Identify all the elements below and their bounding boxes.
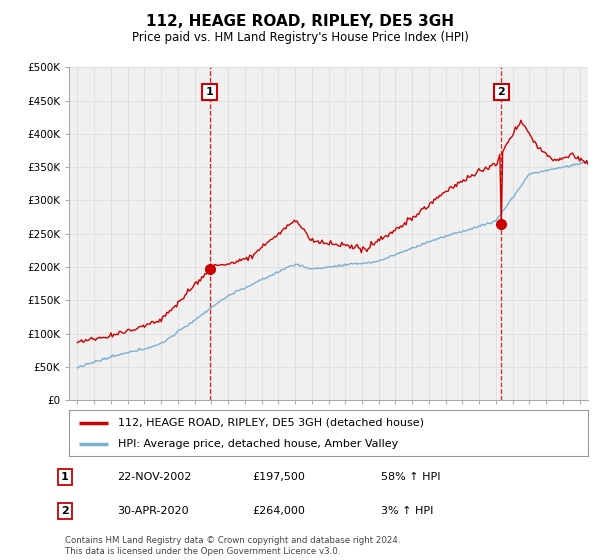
Text: Contains HM Land Registry data © Crown copyright and database right 2024.
This d: Contains HM Land Registry data © Crown c…	[65, 536, 400, 556]
Text: HPI: Average price, detached house, Amber Valley: HPI: Average price, detached house, Ambe…	[118, 439, 398, 449]
Text: 1: 1	[206, 87, 214, 97]
Text: Price paid vs. HM Land Registry's House Price Index (HPI): Price paid vs. HM Land Registry's House …	[131, 31, 469, 44]
Text: 3% ↑ HPI: 3% ↑ HPI	[381, 506, 433, 516]
Text: 1: 1	[61, 472, 68, 482]
Text: £197,500: £197,500	[252, 472, 305, 482]
Text: 2: 2	[497, 87, 505, 97]
Text: 58% ↑ HPI: 58% ↑ HPI	[381, 472, 440, 482]
Text: 30-APR-2020: 30-APR-2020	[117, 506, 188, 516]
Text: 112, HEAGE ROAD, RIPLEY, DE5 3GH: 112, HEAGE ROAD, RIPLEY, DE5 3GH	[146, 14, 454, 29]
Text: 2: 2	[61, 506, 68, 516]
Text: 112, HEAGE ROAD, RIPLEY, DE5 3GH (detached house): 112, HEAGE ROAD, RIPLEY, DE5 3GH (detach…	[118, 418, 424, 428]
Text: 22-NOV-2002: 22-NOV-2002	[117, 472, 191, 482]
Text: £264,000: £264,000	[252, 506, 305, 516]
